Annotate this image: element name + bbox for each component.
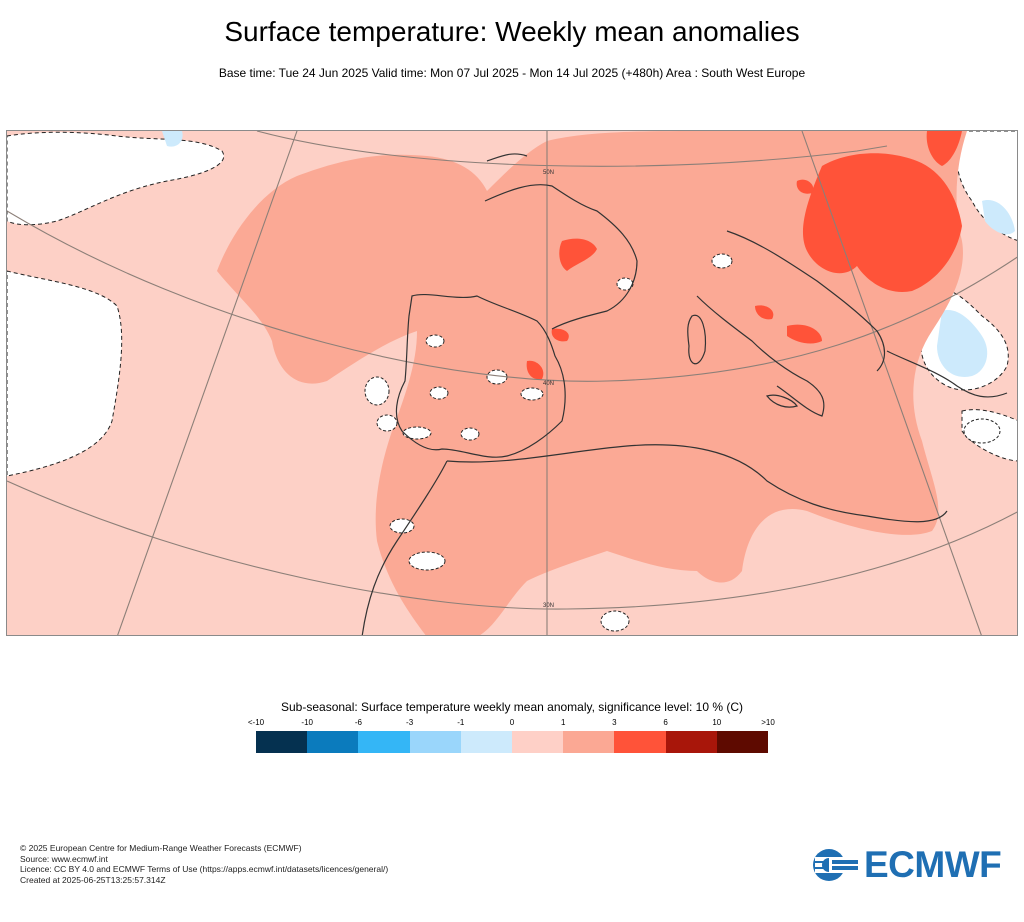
neutral-spot <box>364 376 390 406</box>
legend-swatch <box>563 731 615 753</box>
legend-swatch <box>307 731 359 753</box>
lat-labels: 50N 40N 30N <box>543 170 554 609</box>
legend-swatch <box>716 731 769 753</box>
legend-colorbar <box>256 731 769 753</box>
footer-created: Created at 2025-06-25T13:25:57.314Z <box>20 874 166 885</box>
coastlines <box>361 153 1008 635</box>
footer-licence: Licence: CC BY 4.0 and ECMWF Terms of Us… <box>20 864 389 874</box>
legend-tick: 10 <box>712 718 722 727</box>
hot-areas <box>526 131 962 380</box>
legend-tick: 3 <box>612 718 617 727</box>
legend-title: Sub-seasonal: Surface temperature weekly… <box>281 700 743 714</box>
balkan-hot <box>802 153 962 292</box>
neutral-spot <box>429 386 449 400</box>
ecmwf-logo-text: ECMWF <box>864 844 1002 885</box>
neutral-spot <box>963 418 1001 444</box>
legend-tick-labels: <-10 -10 -6 -3 -1 0 1 3 6 10 >10 <box>248 718 775 728</box>
anomaly-map: 50N 40N 30N <box>6 130 1018 636</box>
atlantic-cool <box>162 131 183 147</box>
legend-swatch <box>256 731 308 753</box>
legend-tick: -1 <box>457 718 465 727</box>
atlantic-north-neutral <box>7 131 225 226</box>
legend-tick: 0 <box>509 718 515 727</box>
meridian <box>117 131 298 635</box>
neutral-spot <box>460 427 480 441</box>
coast-italy <box>696 295 825 417</box>
coast-sardinia <box>687 314 707 365</box>
spain-hot <box>526 360 544 380</box>
lat-line-40N <box>7 210 1017 382</box>
legend-tick: -10 <box>301 718 313 727</box>
lat-label-50N: 50N <box>543 170 554 176</box>
neutral-spot <box>520 387 544 401</box>
neutral-spot <box>402 426 432 440</box>
greece-cool <box>937 310 988 377</box>
graticule <box>7 131 1017 635</box>
coast-sicily <box>765 394 798 408</box>
cool-areas <box>162 131 1015 377</box>
legend-tick: -6 <box>354 718 362 727</box>
hungary-hot-edge <box>796 179 814 194</box>
legend-swatch <box>512 731 564 753</box>
neutral-spot <box>425 334 445 348</box>
germany-hot <box>926 131 962 166</box>
lat-label-40N: 40N <box>543 381 554 387</box>
coast-adriatic <box>726 230 886 372</box>
legend-swatch <box>409 731 461 753</box>
coast-uk-tip <box>486 153 528 162</box>
legend-tick: <-10 <box>247 718 265 727</box>
ecmwf-logo-icon <box>813 849 858 881</box>
atlantic-west-neutral <box>7 270 123 477</box>
footer-copyright: © 2025 European Centre for Medium-Range … <box>20 843 302 853</box>
page-subtitle: Base time: Tue 24 Jun 2025 Valid time: M… <box>218 66 806 80</box>
balkan-cool <box>982 200 1015 235</box>
sardinia-hot <box>551 328 569 342</box>
coast-greece <box>886 350 1008 398</box>
neutral-spot <box>711 253 733 269</box>
meridian <box>801 131 982 635</box>
legend-tick: -3 <box>406 718 414 727</box>
legend-tick: 1 <box>560 718 566 727</box>
coast-west-africa <box>361 460 448 635</box>
legend-tick: 6 <box>663 718 668 727</box>
italy-hot-1 <box>787 324 822 344</box>
france-hot <box>559 238 597 271</box>
coast-france <box>484 184 638 330</box>
ecmwf-logo: ECMWF <box>812 844 1008 885</box>
page-title: Surface temperature: Weekly mean anomali… <box>224 16 800 47</box>
legend-swatch <box>460 731 513 753</box>
lat-line-50N <box>256 131 888 167</box>
iberia-neutral-spots <box>364 253 1001 632</box>
neutral-spot <box>408 551 446 571</box>
legend-swatch <box>614 731 666 753</box>
coast-iberia <box>395 293 566 458</box>
legend-swatch <box>358 731 410 753</box>
legend-tick: >10 <box>761 718 775 727</box>
legend-swatch <box>665 731 717 753</box>
coast-north-africa <box>446 444 948 523</box>
lat-label-30N: 30N <box>543 603 554 609</box>
lat-line-30N <box>7 480 1017 610</box>
italy-hot-2 <box>755 305 774 320</box>
neutral-spot <box>376 414 398 432</box>
neutral-spot <box>600 610 630 632</box>
footer-credits: © 2025 European Centre for Medium-Range … <box>20 843 388 885</box>
footer-source: Source: www.ecmwf.int <box>20 853 108 864</box>
